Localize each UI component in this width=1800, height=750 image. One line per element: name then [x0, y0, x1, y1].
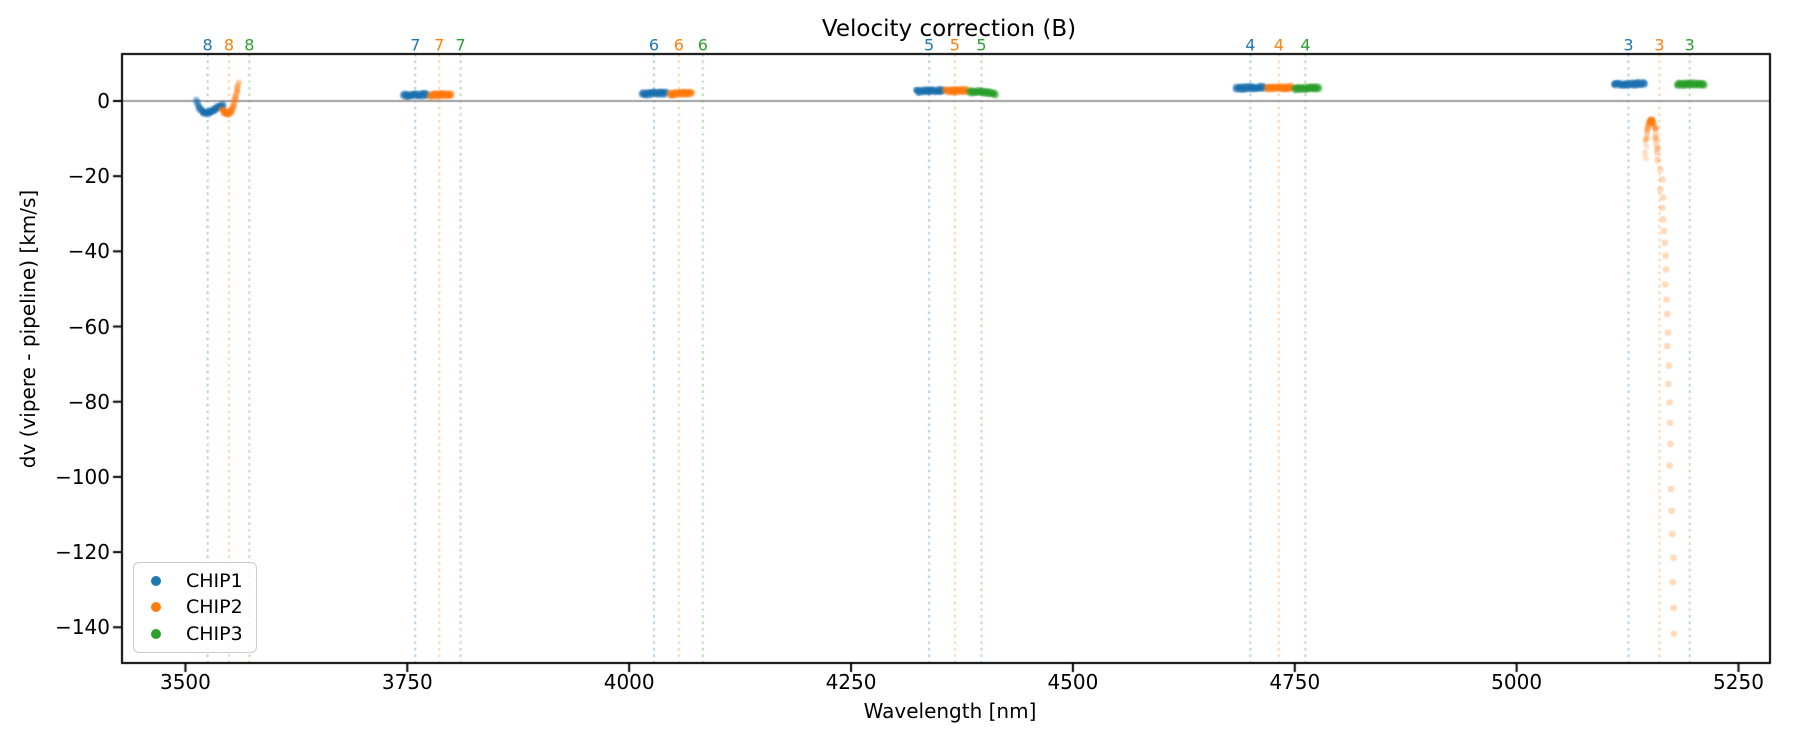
- order-label: 3: [1623, 35, 1634, 55]
- order-label: 4: [1245, 35, 1256, 55]
- order-label: 6: [648, 35, 660, 55]
- y-tick-label: 0: [97, 88, 110, 113]
- legend-label-chip3: CHIP3: [186, 622, 243, 645]
- order-label: 7: [455, 35, 466, 55]
- order-label: 4: [1300, 35, 1311, 55]
- y-tick-label: −140: [55, 615, 110, 640]
- x-tick-label: 4000: [603, 670, 655, 694]
- order-label: 4: [1273, 35, 1284, 55]
- x-tick-label: 4250: [825, 670, 877, 694]
- chart-title: Velocity correction (B): [821, 16, 1077, 42]
- x-tick-label: 4750: [1269, 670, 1321, 694]
- order-label: 3: [1684, 35, 1695, 55]
- y-tick-label: −40: [67, 239, 110, 264]
- order-label: 3: [1654, 35, 1665, 55]
- y-axis-label: dv (vipere - pipeline) [km/s]: [16, 189, 40, 469]
- order-label: 7: [410, 35, 421, 55]
- order-label: 7: [434, 35, 445, 55]
- legend-label-chip1: CHIP1: [186, 570, 243, 593]
- chip3-marker-icon: [151, 628, 161, 639]
- x-tick-label: 3500: [159, 670, 211, 694]
- y-tick-label: −20: [67, 164, 110, 189]
- x-axis-label: Wavelength [nm]: [863, 699, 1037, 723]
- order-label: 5: [949, 35, 960, 55]
- y-tick-label: −120: [55, 540, 110, 565]
- legend-item-chip1: CHIP1: [151, 570, 256, 592]
- legend-item-chip2: CHIP2: [151, 596, 256, 618]
- order-label: 6: [697, 35, 708, 55]
- chip1-marker-icon: [151, 576, 161, 587]
- order-label: 8: [223, 35, 235, 55]
- x-tick-label: 5250: [1713, 670, 1764, 694]
- y-tick-label: −100: [55, 464, 110, 489]
- order-label: 6: [673, 35, 684, 55]
- x-tick-label: 5000: [1491, 670, 1543, 694]
- order-label: 8: [244, 35, 255, 55]
- x-tick-label: 4500: [1047, 670, 1099, 694]
- y-tick-label: −60: [67, 314, 110, 339]
- legend-label-chip2: CHIP2: [186, 596, 243, 619]
- legend-item-chip3: CHIP3: [151, 623, 256, 645]
- order-label: 5: [976, 35, 987, 55]
- x-tick-label: 3750: [381, 670, 433, 694]
- y-tick-label: −80: [67, 389, 110, 414]
- chip2-marker-icon: [151, 602, 161, 613]
- legend: CHIP1 CHIP2 CHIP3: [133, 562, 257, 653]
- order-label: 8: [202, 35, 213, 55]
- order-label: 5: [924, 35, 935, 55]
